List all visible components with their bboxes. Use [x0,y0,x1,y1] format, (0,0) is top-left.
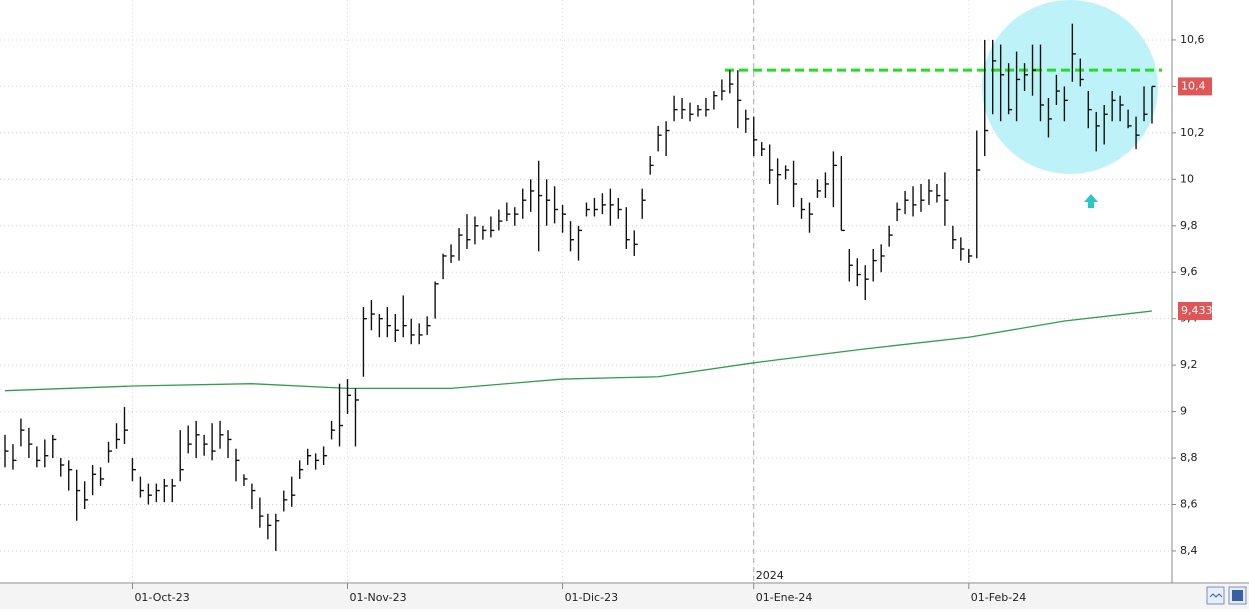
y-tick-label: 10,6 [1180,33,1205,46]
x-tick-label: 01-Dic-23 [565,591,619,604]
y-tick-label: 9,6 [1180,265,1198,278]
indicator-icon [1209,593,1223,598]
x-tick-label: 01-Feb-24 [971,591,1026,604]
x-tick-label: 01-Ene-24 [756,591,813,604]
y-tick-label: 8,6 [1180,497,1198,510]
x-axis-band [0,584,1249,609]
y-tick-label: 10,2 [1180,126,1205,139]
plot [4,23,1162,551]
price-marker-label: 9,433 [1181,304,1213,317]
y-tick-label: 9,8 [1180,219,1198,232]
y-tick-label: 8,4 [1180,544,1198,557]
price-marker [1178,77,1212,96]
x-tick-label: 01-Nov-23 [350,591,407,604]
year-label: 2024 [756,569,784,582]
x-tick-label: 01-Oct-23 [134,591,189,604]
y-tick-label: 9,2 [1180,358,1198,371]
axes: 8,48,68,899,29,49,69,81010,210,410,601-O… [131,33,1213,604]
y-tick-label: 10 [1180,172,1194,185]
up-arrow [1084,194,1098,208]
moving-average-line [4,310,1153,392]
price-marker [1178,302,1212,321]
y-tick-label: 8,8 [1180,451,1198,464]
highlight-circle [982,0,1158,174]
save-icon [1232,590,1243,601]
y-tick-label: 9 [1180,405,1187,418]
price-marker-label: 10,4 [1181,79,1206,92]
indicator-button[interactable] [1206,586,1225,605]
